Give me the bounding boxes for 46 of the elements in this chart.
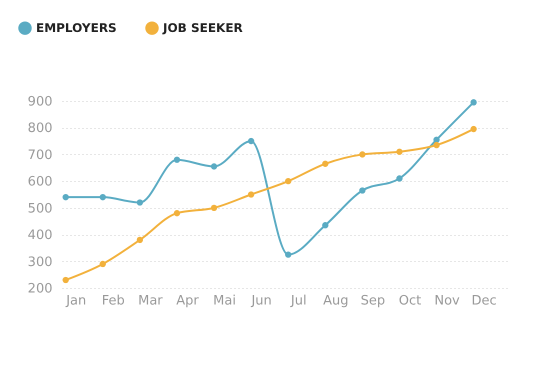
point xyxy=(322,160,328,167)
point xyxy=(396,148,403,155)
x-tick-label: Sep xyxy=(360,294,386,308)
y-tick-label: 500 xyxy=(28,201,52,216)
x-tick-label: Dec xyxy=(472,294,497,308)
x-tick-label: Jul xyxy=(290,294,307,308)
x-tick-label: Aug xyxy=(323,294,348,308)
point xyxy=(100,260,106,268)
point xyxy=(433,142,440,148)
y-tick-label: 600 xyxy=(28,174,52,190)
point xyxy=(62,194,69,200)
point xyxy=(174,210,180,216)
x-tick-label: Nov xyxy=(434,294,460,308)
point xyxy=(210,163,218,170)
x-tick-label: Mar xyxy=(138,294,164,308)
point xyxy=(359,187,366,194)
point xyxy=(100,194,106,200)
point xyxy=(136,199,144,206)
point xyxy=(433,136,440,143)
point xyxy=(248,138,254,144)
legend-label: JOB SEEKER xyxy=(162,21,243,36)
legend-label: EMPLOYERS xyxy=(36,21,117,36)
point xyxy=(136,236,144,244)
point xyxy=(470,99,477,106)
y-tick-label: 700 xyxy=(28,148,52,163)
y-tick-label: 400 xyxy=(28,228,52,244)
point xyxy=(210,204,218,212)
y-tick-label: 900 xyxy=(28,94,52,110)
point xyxy=(396,175,403,182)
point xyxy=(248,191,254,198)
point xyxy=(470,126,477,132)
point xyxy=(285,251,292,258)
x-tick-label: Jan xyxy=(65,294,86,308)
point xyxy=(322,222,328,228)
point xyxy=(174,156,180,163)
y-tick-label: 200 xyxy=(28,282,52,296)
x-tick-label: Mai xyxy=(213,294,236,308)
point xyxy=(62,276,69,284)
y-tick-label: 800 xyxy=(28,121,52,136)
y-tick-label: 300 xyxy=(28,254,52,270)
point xyxy=(285,178,292,184)
x-tick-label: Feb xyxy=(102,294,125,308)
x-tick-label: Apr xyxy=(176,294,200,308)
x-tick-label: Jun xyxy=(250,294,272,308)
point xyxy=(359,151,366,158)
x-tick-label: Oct xyxy=(398,294,422,308)
